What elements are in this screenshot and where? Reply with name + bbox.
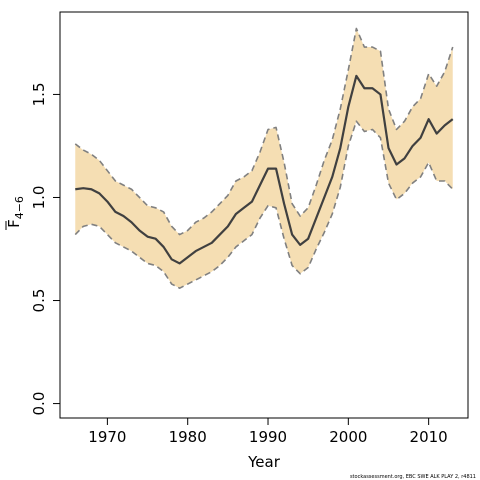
x-axis: 1970 1980 1990 2000 2010 <box>88 418 448 446</box>
plot-frame <box>59 11 469 419</box>
estimate-series-line <box>75 74 454 265</box>
estimate-line <box>75 74 454 265</box>
x-tick-label: 1970 <box>88 428 126 446</box>
x-tick-label: 1990 <box>249 428 287 446</box>
x-tick-label: 2000 <box>329 428 367 446</box>
y-tick-label: 1.0 <box>30 186 48 210</box>
footer-credit: stockassessment.org, EBC SWE ALK PLAY 2,… <box>350 474 476 480</box>
y-axis-title-main: F <box>5 219 23 228</box>
confidence-band <box>75 28 453 289</box>
y-tick-label: 0.5 <box>30 289 48 313</box>
y-tick-label: 1.5 <box>30 83 48 107</box>
confidence-band-area <box>75 28 453 289</box>
y-axis-title-subscript: 4−6 <box>13 196 26 219</box>
x-tick-label: 1980 <box>169 428 207 446</box>
y-tick-label: 0.0 <box>30 392 48 416</box>
confidence-bounds <box>74 27 454 289</box>
lower-bound-line <box>74 120 454 289</box>
x-axis-title: Year <box>247 453 281 471</box>
y-axis-title: F4−6 <box>5 196 26 230</box>
svg-text:F4−6: F4−6 <box>5 196 26 228</box>
upper-bound-line <box>74 27 454 236</box>
x-tick-label: 2010 <box>410 428 448 446</box>
y-axis: 0.0 0.5 1.0 1.5 <box>30 83 60 416</box>
